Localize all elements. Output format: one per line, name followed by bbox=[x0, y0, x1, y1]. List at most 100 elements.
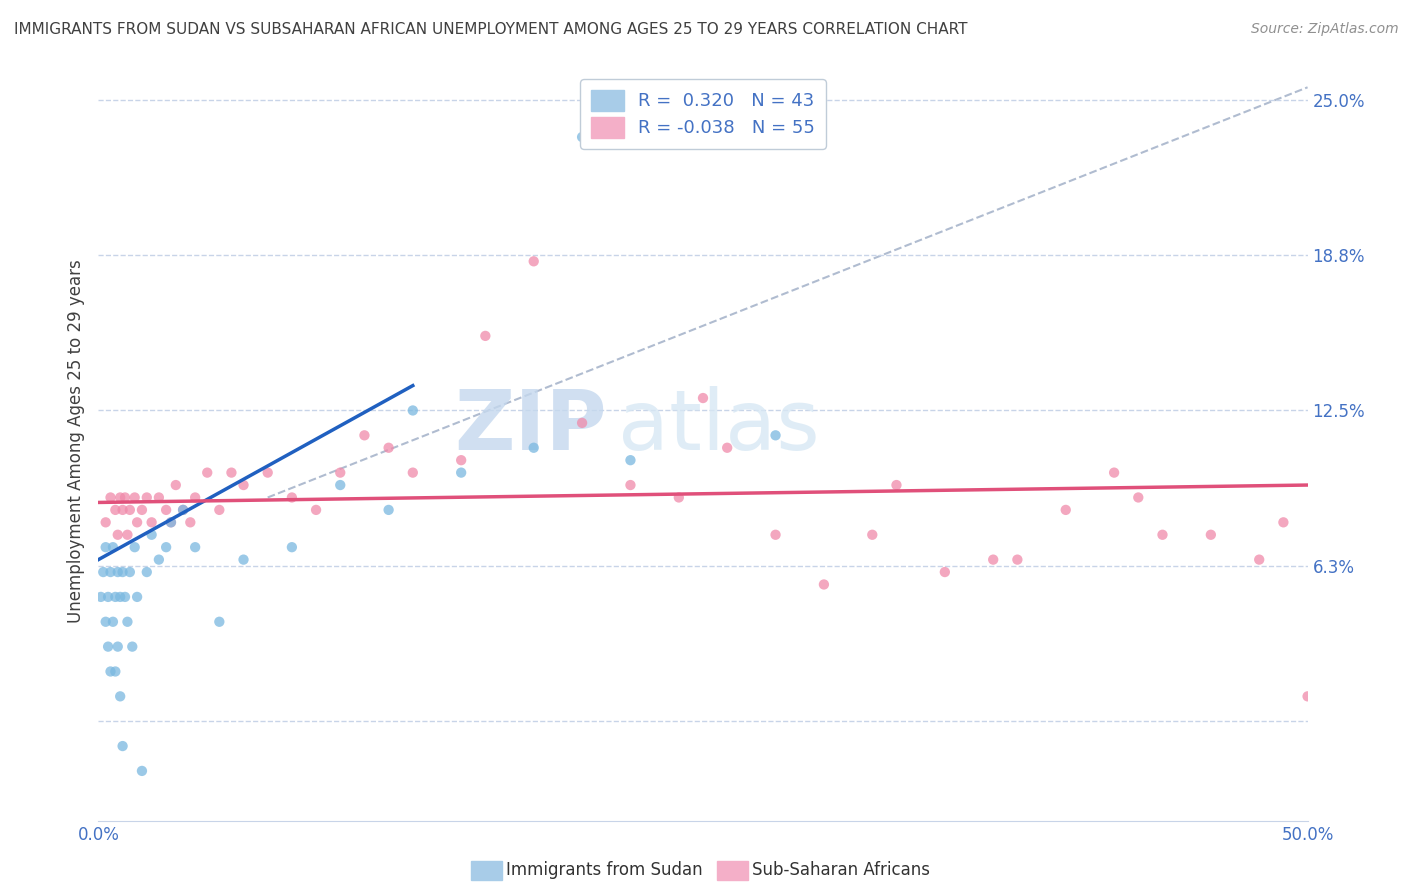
Point bbox=[195, 466, 218, 480]
Text: IMMIGRANTS FROM SUDAN VS SUBSAHARAN AFRICAN UNEMPLOYMENT AMONG AGES 25 TO 29 YEA: IMMIGRANTS FROM SUDAN VS SUBSAHARAN AFRI… bbox=[14, 22, 967, 37]
Point bbox=[104, 503, 127, 517]
Point bbox=[141, 516, 163, 530]
Text: Source: ZipAtlas.com: Source: ZipAtlas.com bbox=[1251, 22, 1399, 37]
Point bbox=[813, 577, 835, 591]
Point bbox=[107, 640, 129, 654]
Point bbox=[232, 552, 254, 566]
Point bbox=[377, 503, 399, 517]
Point bbox=[94, 540, 117, 554]
Point bbox=[117, 528, 139, 542]
Legend: R =  0.320   N = 43, R = -0.038   N = 55: R = 0.320 N = 43, R = -0.038 N = 55 bbox=[581, 79, 825, 149]
Point bbox=[353, 428, 375, 442]
Point bbox=[104, 665, 127, 679]
Point bbox=[329, 478, 352, 492]
Point bbox=[1152, 528, 1174, 542]
Point bbox=[111, 565, 134, 579]
Point bbox=[281, 491, 304, 505]
Point bbox=[1054, 503, 1077, 517]
Point bbox=[1007, 552, 1029, 566]
Point bbox=[208, 615, 231, 629]
Point bbox=[450, 466, 472, 480]
Point bbox=[281, 540, 304, 554]
Point bbox=[765, 528, 787, 542]
Point bbox=[1199, 528, 1222, 542]
Point bbox=[111, 503, 134, 517]
Point bbox=[619, 478, 641, 492]
Point bbox=[160, 516, 183, 530]
Point bbox=[619, 453, 641, 467]
Point bbox=[141, 528, 163, 542]
Point bbox=[108, 690, 131, 704]
Point bbox=[1296, 690, 1319, 704]
Y-axis label: Unemployment Among Ages 25 to 29 years: Unemployment Among Ages 25 to 29 years bbox=[66, 260, 84, 624]
Point bbox=[1249, 552, 1271, 566]
Point bbox=[155, 503, 177, 517]
Point bbox=[165, 478, 187, 492]
Point bbox=[860, 528, 883, 542]
Point bbox=[523, 254, 546, 268]
Text: atlas: atlas bbox=[619, 386, 820, 467]
Point bbox=[172, 503, 194, 517]
Point bbox=[94, 615, 117, 629]
Point bbox=[377, 441, 399, 455]
Point bbox=[127, 590, 149, 604]
Point bbox=[886, 478, 908, 492]
Point bbox=[124, 491, 146, 505]
Point bbox=[184, 491, 207, 505]
Text: Immigrants from Sudan: Immigrants from Sudan bbox=[506, 861, 703, 879]
Point bbox=[1272, 516, 1295, 530]
Point bbox=[91, 565, 114, 579]
Point bbox=[981, 552, 1004, 566]
Point bbox=[716, 441, 738, 455]
Point bbox=[148, 552, 170, 566]
Point bbox=[1102, 466, 1125, 480]
Point bbox=[571, 130, 593, 145]
Point bbox=[402, 466, 425, 480]
Point bbox=[97, 640, 120, 654]
Point bbox=[108, 590, 131, 604]
Point bbox=[402, 403, 425, 417]
Point bbox=[155, 540, 177, 554]
Point bbox=[523, 441, 546, 455]
Point bbox=[571, 416, 593, 430]
Point bbox=[97, 590, 120, 604]
Point bbox=[107, 565, 129, 579]
Point bbox=[208, 503, 231, 517]
Point bbox=[100, 665, 122, 679]
Point bbox=[135, 565, 157, 579]
Point bbox=[172, 503, 194, 517]
Point bbox=[94, 516, 117, 530]
Point bbox=[221, 466, 243, 480]
Point bbox=[160, 516, 183, 530]
Point bbox=[124, 540, 146, 554]
Point bbox=[934, 565, 956, 579]
Point bbox=[100, 491, 122, 505]
Point bbox=[90, 590, 112, 604]
Point bbox=[114, 491, 136, 505]
Point bbox=[474, 329, 496, 343]
Point bbox=[305, 503, 328, 517]
Point bbox=[111, 739, 134, 753]
Point bbox=[1128, 491, 1150, 505]
Point bbox=[131, 503, 153, 517]
Point bbox=[114, 590, 136, 604]
Point bbox=[232, 478, 254, 492]
Point bbox=[108, 491, 131, 505]
Point bbox=[121, 640, 143, 654]
Point bbox=[101, 540, 124, 554]
Point bbox=[668, 491, 690, 505]
Point bbox=[127, 516, 149, 530]
Point bbox=[765, 428, 787, 442]
Point bbox=[184, 540, 207, 554]
Point bbox=[104, 590, 127, 604]
Text: ZIP: ZIP bbox=[454, 386, 606, 467]
Point bbox=[329, 466, 352, 480]
Point bbox=[101, 615, 124, 629]
Point bbox=[107, 528, 129, 542]
Point bbox=[179, 516, 201, 530]
Text: Sub-Saharan Africans: Sub-Saharan Africans bbox=[752, 861, 931, 879]
Point bbox=[118, 503, 141, 517]
Point bbox=[135, 491, 157, 505]
Point bbox=[256, 466, 278, 480]
Point bbox=[148, 491, 170, 505]
